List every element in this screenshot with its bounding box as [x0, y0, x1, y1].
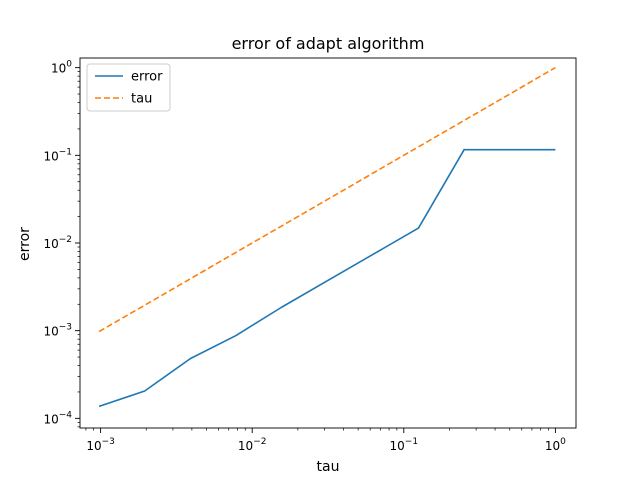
y-tick-label-base: 10	[43, 412, 58, 426]
x-tick-label: 10−2	[238, 437, 267, 453]
x-tick-label-base: 10	[545, 439, 560, 453]
y-tick-label-group: 10−2	[43, 235, 72, 251]
x-tick-label-exponent: 0	[560, 437, 566, 447]
y-tick-label: 100	[51, 60, 72, 76]
y-tick-label-base: 10	[43, 237, 58, 251]
x-tick-label-base: 10	[86, 439, 101, 453]
legend-label-error: error	[131, 70, 163, 85]
y-tick-label: 10−1	[43, 147, 72, 163]
x-tick-label-base: 10	[390, 439, 405, 453]
y-tick-label-group: 10−4	[43, 410, 72, 426]
series-line-error	[98, 148, 556, 408]
y-tick-label-exponent: −3	[59, 323, 72, 333]
y-tick-label-base: 10	[51, 62, 66, 76]
y-axis-label: error	[17, 227, 33, 261]
y-tick-label-group: 100	[51, 60, 72, 76]
legend-label-tau: tau	[131, 92, 152, 107]
x-axis-label: tau	[317, 459, 340, 475]
x-tick-label: 10−1	[390, 437, 419, 453]
chart-title: error of adapt algorithm	[232, 34, 425, 53]
x-tick-label-exponent: −2	[253, 437, 266, 447]
y-tick-label: 10−3	[43, 323, 72, 339]
x-tick-label-base: 10	[238, 439, 253, 453]
series-layer	[98, 66, 556, 408]
series-line-tau	[98, 66, 556, 333]
y-tick-label-exponent: −1	[59, 147, 72, 157]
x-tick-label-exponent: −1	[405, 437, 418, 447]
x-tick-label-group: 10−1	[390, 437, 419, 453]
y-tick-label: 10−4	[43, 410, 72, 426]
y-tick-label-group: 10−1	[43, 147, 72, 163]
y-tick-label-group: 10−3	[43, 323, 72, 339]
y-tick-label-base: 10	[43, 149, 58, 163]
x-tick-label-exponent: −3	[102, 437, 115, 447]
y-tick-label-exponent: −2	[59, 235, 72, 245]
x-tick-label-group: 10−3	[86, 437, 115, 453]
y-tick-label-exponent: −4	[59, 410, 73, 420]
x-tick-label-group: 100	[545, 437, 566, 453]
y-tick-label-exponent: 0	[66, 60, 72, 70]
y-tick-label-base: 10	[43, 325, 58, 339]
y-tick-label: 10−2	[43, 235, 72, 251]
x-tick-label: 100	[545, 437, 566, 453]
x-tick-label: 10−3	[86, 437, 115, 453]
x-tick-label-group: 10−2	[238, 437, 267, 453]
legend: error tau	[86, 63, 171, 112]
